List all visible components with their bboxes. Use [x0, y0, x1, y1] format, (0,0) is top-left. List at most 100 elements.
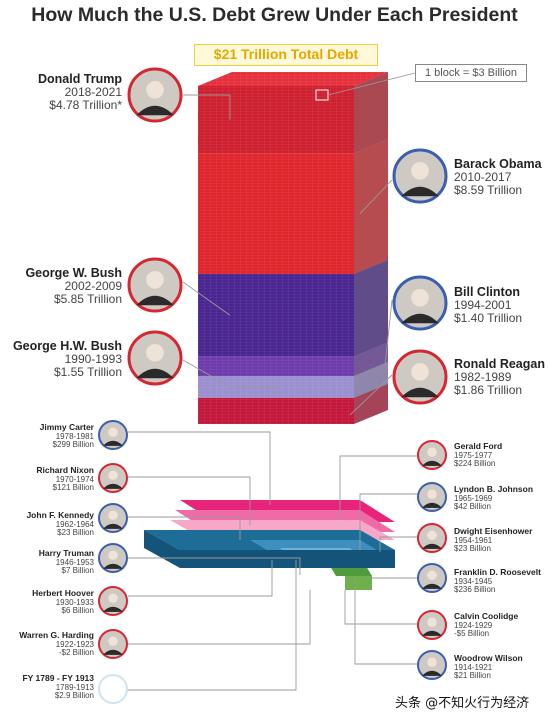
label-gerald-ford: Gerald Ford 1975-1977 $224 Billion: [454, 441, 503, 469]
label-donald-trump: Donald Trump 2018-2021 $4.78 Trillion*: [38, 72, 122, 113]
leader-carter: [128, 431, 271, 505]
leader-hw-bush: [182, 359, 280, 388]
label-amount: $2.9 Billion: [54, 691, 94, 701]
portrait-john-f-kennedy: [98, 503, 128, 533]
label-amount: $1.86 Trillion: [454, 383, 523, 398]
leader-truman: [128, 557, 301, 575]
label-years: 1789-1913: [55, 682, 94, 692]
total-debt-badge: $21 Trillion Total Debt: [194, 44, 378, 66]
label-amount: $121 Billion: [52, 483, 94, 493]
portrait-face-harry-truman: [108, 550, 118, 560]
leader-trump: [183, 94, 231, 120]
label-name: Franklin D. Roosevelt: [454, 567, 541, 577]
label-name: Ronald Reagan: [454, 357, 545, 371]
tower-top-grid: [198, 72, 388, 86]
label-amount: $224 Billion: [454, 459, 496, 469]
label-calvin-coolidge: Calvin Coolidge 1924-1929 -$5 Billion: [454, 611, 519, 639]
portrait-face-richard-nixon: [108, 470, 118, 480]
portrait-suit-barack-obama: [401, 186, 439, 197]
portrait-suit-bill-clinton: [401, 313, 439, 324]
portrait-harry-truman: [98, 543, 128, 573]
label-amount: $8.59 Trillion: [454, 183, 523, 198]
label-years: 1922-1923: [55, 639, 94, 649]
label-name: George H.W. Bush: [12, 339, 122, 353]
label-richard-nixon: Richard Nixon 1970-1974 $121 Billion: [36, 465, 94, 493]
portrait-suit-franklin-d-roosevelt: [421, 583, 443, 589]
label-years: 1930-1933: [55, 597, 94, 607]
portrait-face-george-w-bush: [146, 270, 164, 289]
portrait-suit-calvin-coolidge: [421, 630, 443, 636]
leader-clinton: [384, 299, 393, 367]
portrait-richard-nixon: [98, 463, 128, 493]
label-years: 1975-1977: [454, 450, 493, 460]
portrait-george-h-w-bush: [127, 330, 183, 386]
portrait-suit-donald-trump: [136, 105, 174, 116]
label-amount: $6 Billion: [61, 606, 94, 616]
leader-harding: [128, 590, 311, 645]
label-amount: $7 Billion: [61, 566, 94, 576]
portrait-face-gerald-ford: [427, 447, 437, 457]
label-amount: $1.40 Trillion: [454, 311, 523, 326]
portrait-suit-george-h-w-bush: [136, 368, 174, 379]
portrait-suit-warren-g-harding: [102, 649, 124, 655]
leader-kennedy: [128, 516, 241, 540]
label-amount: $23 Billion: [454, 544, 491, 554]
label-name: Harry Truman: [38, 548, 94, 558]
label-fy-1789-fy-1913: FY 1789 - FY 1913 1789-1913 $2.9 Billion: [22, 673, 94, 701]
tower-side-ronald-reagan: [354, 383, 388, 424]
tower-side-george-h-w-bush: [354, 362, 388, 398]
portrait-ronald-reagan: [392, 349, 448, 405]
label-dwight-eisenhower: Dwight Eisenhower 1954-1961 $23 Billion: [454, 526, 532, 554]
label-years: 1934-1945: [454, 576, 493, 586]
tower-side-bill-clinton: [354, 342, 388, 377]
base-slab-front: [144, 530, 395, 568]
label-name: Gerald Ford: [454, 441, 503, 451]
label-name: George W. Bush: [25, 266, 122, 280]
portrait-suit-richard-nixon: [102, 483, 124, 489]
label-harry-truman: Harry Truman 1946-1953 $7 Billion: [38, 548, 94, 576]
portrait-suit-ronald-reagan: [401, 387, 439, 398]
portrait-face-george-h-w-bush: [146, 343, 164, 362]
portrait-calvin-coolidge: [417, 610, 447, 640]
label-name: Bill Clinton: [454, 285, 520, 299]
label-lyndon-b-johnson: Lyndon B. Johnson 1965-1969 $42 Billion: [454, 484, 534, 512]
leader-wilson: [354, 580, 418, 665]
label-warren-g-harding: Warren G. Harding 1922-1923 -$2 Billion: [19, 630, 94, 658]
portrait-george-w-bush: [127, 257, 183, 313]
label-amount: $299 Billion: [52, 440, 94, 450]
portrait-face-warren-g-harding: [108, 636, 118, 646]
label-years: 1924-1929: [454, 620, 493, 630]
portrait-face-ronald-reagan: [411, 362, 429, 381]
portrait-face-woodrow-wilson: [427, 657, 437, 667]
label-name: Donald Trump: [37, 72, 122, 86]
label-amount: -$2 Billion: [58, 648, 94, 658]
label-george-w-bush: George W. Bush 2002-2009 $5.85 Trillion: [25, 266, 122, 307]
leader-hoover: [128, 560, 273, 597]
leader-1789: [128, 560, 297, 691]
portrait-franklin-d-roosevelt: [417, 563, 447, 593]
tower-side-donald-trump: [354, 72, 388, 154]
portrait-jimmy-carter: [98, 420, 128, 450]
portrait-face-bill-clinton: [411, 288, 429, 307]
label-bill-clinton: Bill Clinton 1994-2001 $1.40 Trillion: [454, 285, 522, 326]
label-name: Calvin Coolidge: [454, 611, 519, 621]
tower-segment-grid-ronald-reagan: [198, 397, 354, 424]
label-name: Barack Obama: [454, 157, 542, 171]
label-name: Warren G. Harding: [19, 630, 94, 640]
leader-coolidge: [344, 590, 418, 625]
label-name: John F. Kennedy: [26, 510, 94, 520]
tower-side-barack-obama: [354, 139, 388, 275]
portrait-face-barack-obama: [411, 161, 429, 180]
portrait-fy-1789-fy-1913: [98, 674, 128, 704]
label-years: 1962-1964: [55, 519, 94, 529]
label-franklin-d-roosevelt: Franklin D. Roosevelt 1934-1945 $236 Billi…: [454, 567, 541, 595]
leader-nixon: [128, 476, 251, 525]
label-name: Lyndon B. Johnson: [454, 484, 534, 494]
scale-leader: [327, 72, 416, 96]
label-years: 1994-2001: [454, 298, 512, 312]
label-george-h-w-bush: George H.W. Bush 1990-1993 $1.55 Trillion: [13, 339, 122, 380]
leader-johnson: [359, 493, 418, 550]
tower-segment-grid-barack-obama: [198, 153, 354, 275]
portrait-suit-dwight-eisenhower: [421, 543, 443, 549]
